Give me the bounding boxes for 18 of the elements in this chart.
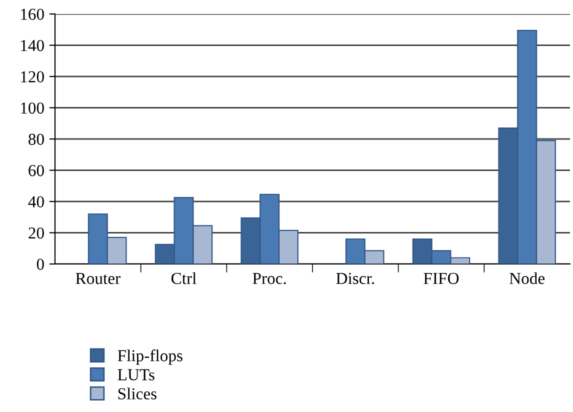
x-tick-label: Router	[76, 272, 120, 284]
legend-label: Slices	[118, 388, 156, 400]
y-tick-label: 160	[21, 8, 44, 20]
y-tick-label: 20	[28, 227, 44, 239]
legend-label: Flip-flops	[118, 349, 182, 365]
x-tick-label: Node	[510, 272, 545, 284]
y-tick-label: 0	[36, 258, 44, 270]
legend-label: LUTs	[118, 369, 154, 380]
y-tick-label: 60	[28, 164, 44, 176]
y-tick-label: 100	[21, 102, 44, 114]
y-tick-label: 40	[28, 196, 44, 208]
y-tick-label: 80	[28, 134, 44, 145]
y-tick-label: 140	[21, 40, 44, 52]
y-tick-label: 120	[21, 71, 44, 82]
x-tick-label: FIFO	[424, 272, 459, 284]
x-tick-label: Proc.	[252, 272, 286, 284]
x-tick-label: Ctrl	[171, 272, 196, 284]
x-tick-label: Discr.	[336, 272, 374, 284]
